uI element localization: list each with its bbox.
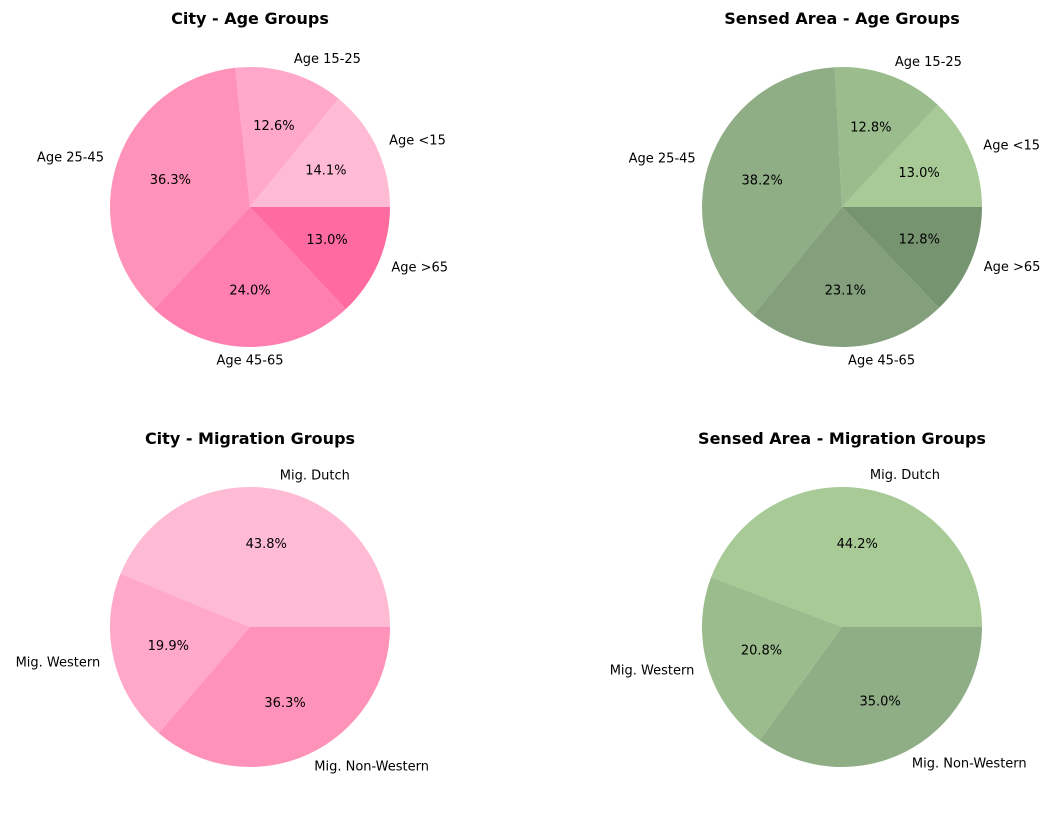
- pie-slice-age-25-45: [109, 67, 250, 310]
- pie-percent-label: 44.2%: [837, 537, 878, 552]
- pie-percent-label: 43.8%: [246, 537, 287, 552]
- pie-percent-label: 20.8%: [741, 643, 782, 658]
- pie-percent-label: 24.0%: [229, 284, 270, 299]
- pie-slice-mig-non-western: [759, 627, 982, 767]
- pie-category-label: Mig. Dutch: [870, 468, 940, 483]
- pie-category-label: Mig. Non-Western: [314, 759, 429, 774]
- pie-category-label: Age >65: [391, 261, 448, 276]
- chart-title: City - Migration Groups: [145, 429, 355, 448]
- pie-category-label: Age 15-25: [294, 52, 361, 67]
- pie-slice-age-15-25: [235, 67, 339, 207]
- pie-slice-age-15: [250, 98, 390, 207]
- pie-slice-age-15: [842, 104, 982, 207]
- pie-slice-mig-non-western: [158, 627, 390, 767]
- pie-slice-mig-western: [702, 577, 842, 741]
- pie-category-label: Age 15-25: [895, 55, 962, 70]
- pie-percent-label: 13.0%: [898, 166, 939, 181]
- pie-chart-city-migration-groups: City - Migration Groups 43.8% Mig. Dutch 19…: [16, 429, 429, 774]
- pie-percent-label: 13.0%: [306, 233, 347, 248]
- pie-category-label: Mig. Western: [16, 655, 101, 670]
- pie-percent-label: 36.3%: [264, 696, 305, 711]
- pie-category-label: Age <15: [983, 138, 1040, 153]
- pie-percent-label: 12.8%: [850, 121, 891, 136]
- pie-slice-mig-western: [110, 573, 250, 734]
- pie-category-label: Age 25-45: [629, 151, 696, 166]
- pie-slice-mig-dutch: [711, 487, 982, 627]
- pie-slice-age-45-65: [753, 207, 940, 348]
- pie-percent-label: 23.1%: [825, 283, 866, 298]
- pie-chart-sensed-area-migration-groups: Sensed Area - Migration Groups 44.2% Mig. …: [610, 429, 1027, 772]
- pie-percent-label: 38.2%: [742, 173, 783, 188]
- pie-slice-age-65: [842, 207, 983, 308]
- pie-category-label: Mig. Western: [610, 663, 695, 678]
- pie-chart-city-age-groups: City - Age Groups 14.1% Age <15 12.6% Age 15…: [37, 9, 448, 369]
- pie-percent-label: 14.1%: [305, 163, 346, 178]
- pie-slice-age-25-45: [702, 67, 842, 316]
- chart-title: Sensed Area - Migration Groups: [698, 429, 986, 448]
- pie-category-label: Age 25-45: [37, 151, 104, 166]
- pie-category-label: Age 45-65: [848, 353, 915, 368]
- pie-percent-label: 35.0%: [859, 694, 900, 709]
- pie-percent-label: 19.9%: [148, 639, 189, 654]
- pie-category-label: Mig. Dutch: [280, 468, 350, 483]
- pie-category-label: Age <15: [389, 133, 446, 148]
- pie-percent-label: 12.6%: [253, 119, 294, 134]
- pie-percent-label: 12.8%: [899, 232, 940, 247]
- pie-category-label: Mig. Non-Western: [912, 757, 1027, 772]
- pie-chart-sensed-area-age-groups: Sensed Area - Age Groups 13.0% Age <15 12.8…: [629, 9, 1041, 368]
- pie-slice-age-65: [250, 207, 390, 310]
- chart-title: City - Age Groups: [171, 9, 329, 28]
- pie-slice-age-15-25: [834, 66, 938, 207]
- pie-percent-label: 36.3%: [150, 173, 191, 188]
- pie-slice-mig-dutch: [120, 487, 390, 627]
- pie-category-label: Age 45-65: [216, 354, 283, 369]
- pie-category-label: Age >65: [984, 260, 1041, 275]
- pie-slice-age-45-65: [154, 207, 346, 347]
- chart-title: Sensed Area - Age Groups: [724, 9, 960, 28]
